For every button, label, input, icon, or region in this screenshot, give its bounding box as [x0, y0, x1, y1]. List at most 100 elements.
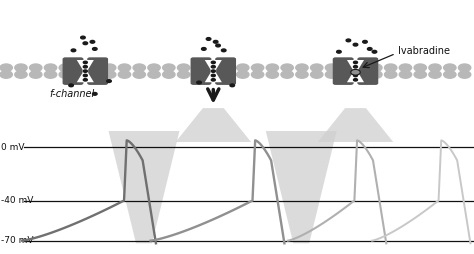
Circle shape — [45, 71, 57, 78]
Circle shape — [221, 49, 226, 52]
Circle shape — [353, 43, 358, 46]
Circle shape — [118, 71, 131, 78]
Circle shape — [59, 71, 72, 78]
Circle shape — [207, 71, 219, 78]
Circle shape — [0, 71, 12, 78]
Circle shape — [340, 64, 353, 71]
Circle shape — [372, 50, 377, 53]
Circle shape — [103, 71, 116, 78]
FancyBboxPatch shape — [357, 57, 378, 85]
Text: f-channel: f-channel — [50, 89, 95, 100]
Circle shape — [107, 80, 111, 83]
Circle shape — [281, 71, 293, 78]
Circle shape — [177, 64, 190, 71]
Circle shape — [310, 71, 323, 78]
Circle shape — [148, 71, 160, 78]
Circle shape — [29, 64, 42, 71]
Circle shape — [354, 66, 357, 68]
Circle shape — [354, 61, 357, 64]
Circle shape — [414, 64, 427, 71]
Circle shape — [399, 71, 411, 78]
Circle shape — [103, 64, 116, 71]
Circle shape — [230, 84, 235, 87]
Circle shape — [133, 71, 146, 78]
Circle shape — [222, 71, 234, 78]
FancyBboxPatch shape — [215, 57, 236, 85]
Circle shape — [213, 40, 218, 43]
Circle shape — [211, 61, 215, 64]
Circle shape — [216, 44, 220, 47]
Circle shape — [355, 64, 367, 71]
Circle shape — [399, 64, 411, 71]
Circle shape — [83, 42, 88, 45]
Circle shape — [207, 64, 219, 71]
Circle shape — [414, 71, 427, 78]
Polygon shape — [77, 60, 94, 82]
Circle shape — [384, 71, 397, 78]
Circle shape — [444, 71, 456, 78]
Polygon shape — [109, 131, 180, 243]
Circle shape — [251, 64, 264, 71]
Circle shape — [237, 71, 249, 78]
Circle shape — [211, 70, 215, 72]
Circle shape — [251, 71, 264, 78]
Circle shape — [69, 84, 73, 87]
Circle shape — [59, 64, 72, 71]
Circle shape — [74, 64, 86, 71]
Circle shape — [354, 74, 357, 77]
FancyBboxPatch shape — [63, 57, 83, 85]
Circle shape — [201, 47, 206, 50]
Circle shape — [346, 39, 351, 42]
Circle shape — [15, 71, 27, 78]
Polygon shape — [266, 131, 337, 243]
Circle shape — [92, 47, 97, 50]
Circle shape — [83, 66, 87, 68]
FancyBboxPatch shape — [191, 57, 211, 85]
Circle shape — [211, 74, 215, 77]
Circle shape — [370, 71, 382, 78]
Circle shape — [354, 70, 357, 72]
Circle shape — [354, 79, 357, 81]
Circle shape — [384, 64, 397, 71]
Circle shape — [89, 71, 101, 78]
Circle shape — [266, 64, 279, 71]
Circle shape — [211, 66, 215, 68]
Circle shape — [148, 64, 160, 71]
Circle shape — [281, 64, 293, 71]
Circle shape — [89, 64, 101, 71]
Circle shape — [222, 64, 234, 71]
Circle shape — [310, 64, 323, 71]
Circle shape — [0, 64, 12, 71]
Circle shape — [351, 69, 360, 75]
Circle shape — [458, 64, 471, 71]
Text: -40 mV: -40 mV — [1, 196, 33, 205]
Circle shape — [458, 71, 471, 78]
Circle shape — [15, 64, 27, 71]
Circle shape — [237, 64, 249, 71]
Circle shape — [325, 64, 337, 71]
Circle shape — [92, 92, 97, 95]
Polygon shape — [205, 60, 222, 82]
Circle shape — [45, 64, 57, 71]
Circle shape — [192, 71, 205, 78]
Circle shape — [337, 50, 341, 53]
Circle shape — [363, 40, 367, 43]
Circle shape — [325, 71, 337, 78]
FancyBboxPatch shape — [333, 57, 354, 85]
Polygon shape — [318, 108, 393, 142]
Circle shape — [90, 40, 95, 43]
Circle shape — [83, 70, 87, 72]
Polygon shape — [175, 108, 251, 142]
Circle shape — [197, 81, 201, 84]
Circle shape — [444, 64, 456, 71]
Text: -70 mV: -70 mV — [1, 236, 33, 245]
Text: Ivabradine: Ivabradine — [398, 46, 450, 56]
Circle shape — [83, 61, 87, 64]
Circle shape — [177, 71, 190, 78]
Circle shape — [83, 79, 87, 81]
Circle shape — [296, 64, 308, 71]
Circle shape — [296, 71, 308, 78]
FancyBboxPatch shape — [87, 57, 108, 85]
Circle shape — [370, 64, 382, 71]
Circle shape — [81, 36, 85, 39]
